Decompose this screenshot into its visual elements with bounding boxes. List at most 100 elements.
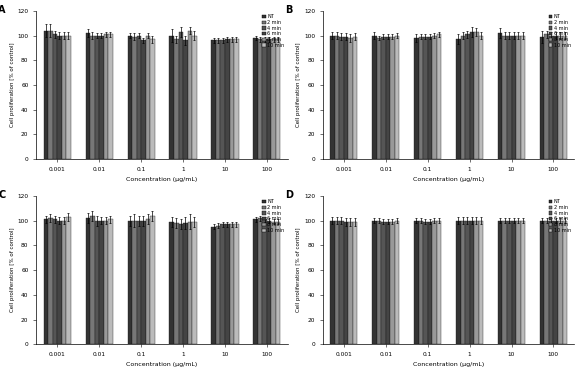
Bar	[104, 220, 108, 344]
Bar	[141, 220, 146, 344]
Bar	[146, 219, 150, 344]
Bar	[558, 35, 563, 159]
Bar	[470, 32, 474, 159]
Bar	[99, 220, 104, 344]
Bar	[512, 220, 516, 344]
Bar	[66, 35, 71, 159]
Bar	[128, 220, 132, 344]
Bar	[461, 35, 465, 159]
Bar	[192, 222, 197, 344]
Bar	[344, 222, 348, 344]
Bar	[545, 34, 549, 159]
Bar	[169, 35, 174, 159]
Bar	[234, 39, 238, 159]
Bar	[53, 219, 57, 344]
Bar	[99, 35, 104, 159]
Bar	[372, 35, 376, 159]
Bar	[271, 222, 276, 344]
Bar	[465, 220, 470, 344]
Bar	[553, 220, 558, 344]
Bar	[376, 38, 381, 159]
Bar	[432, 220, 437, 344]
Bar	[335, 220, 339, 344]
Bar	[414, 220, 419, 344]
Bar	[563, 220, 567, 344]
Bar	[437, 220, 441, 344]
Bar	[212, 227, 216, 344]
X-axis label: Concentration (μg/mL): Concentration (μg/mL)	[413, 177, 484, 182]
Bar	[220, 40, 225, 159]
Bar	[53, 34, 57, 159]
Bar	[212, 40, 216, 159]
Bar	[48, 31, 53, 159]
Bar	[61, 220, 66, 344]
Y-axis label: Cell proliferation [% of control]: Cell proliferation [% of control]	[296, 228, 301, 312]
Bar	[507, 35, 512, 159]
Bar	[344, 37, 348, 159]
Bar	[507, 220, 512, 344]
Bar	[146, 35, 150, 159]
Bar	[230, 39, 234, 159]
Bar	[478, 35, 483, 159]
Bar	[90, 216, 95, 344]
Bar	[136, 35, 141, 159]
Bar	[381, 222, 386, 344]
Bar	[179, 32, 183, 159]
Bar	[174, 39, 179, 159]
Bar	[540, 220, 545, 344]
Bar	[253, 38, 258, 159]
Bar	[267, 39, 271, 159]
Bar	[108, 34, 113, 159]
Bar	[427, 37, 432, 159]
Bar	[330, 35, 335, 159]
Bar	[386, 222, 390, 344]
Bar	[57, 35, 61, 159]
Legend: NT, 2 min, 4 min, 6 min, 8 min, 10 min: NT, 2 min, 4 min, 6 min, 8 min, 10 min	[261, 198, 285, 234]
Bar	[427, 222, 432, 344]
Bar	[66, 217, 71, 344]
Bar	[419, 220, 423, 344]
X-axis label: Concentration (μg/mL): Concentration (μg/mL)	[126, 363, 198, 367]
Bar	[258, 39, 262, 159]
Bar	[390, 37, 395, 159]
Bar	[437, 34, 441, 159]
Bar	[86, 33, 90, 159]
Bar	[276, 39, 281, 159]
Text: D: D	[285, 190, 293, 200]
Bar	[141, 40, 146, 159]
Bar	[465, 34, 470, 159]
Bar	[262, 39, 267, 159]
Bar	[128, 35, 132, 159]
Bar	[498, 220, 502, 344]
Bar	[549, 220, 553, 344]
Bar	[512, 35, 516, 159]
Bar	[271, 39, 276, 159]
Bar	[545, 220, 549, 344]
Bar	[502, 220, 507, 344]
Bar	[353, 37, 357, 159]
Bar	[419, 37, 423, 159]
Bar	[183, 40, 187, 159]
Bar	[381, 37, 386, 159]
Bar	[553, 35, 558, 159]
Bar	[353, 222, 357, 344]
Bar	[521, 220, 525, 344]
X-axis label: Concentration (μg/mL): Concentration (μg/mL)	[126, 177, 198, 182]
Bar	[95, 35, 99, 159]
Bar	[234, 224, 238, 344]
Bar	[395, 35, 399, 159]
Bar	[502, 35, 507, 159]
Bar	[372, 220, 376, 344]
Bar	[179, 224, 183, 344]
Bar	[169, 222, 174, 344]
Bar	[216, 40, 220, 159]
Bar	[150, 39, 155, 159]
Bar	[150, 216, 155, 344]
Bar	[456, 220, 461, 344]
Bar	[174, 223, 179, 344]
Bar	[104, 34, 108, 159]
Bar	[390, 222, 395, 344]
Bar	[516, 220, 521, 344]
Bar	[335, 35, 339, 159]
Legend: NT, 2 min, 4 min, 6 min, 8 min, 10 min: NT, 2 min, 4 min, 6 min, 8 min, 10 min	[548, 13, 572, 49]
